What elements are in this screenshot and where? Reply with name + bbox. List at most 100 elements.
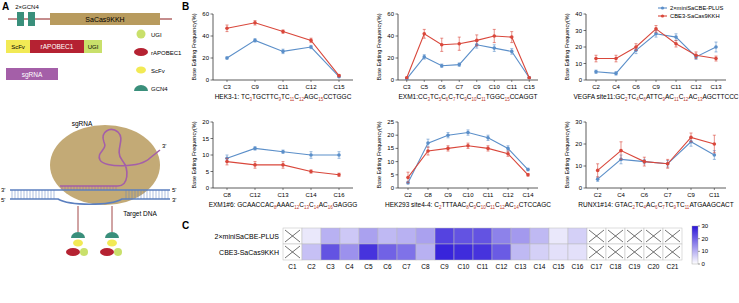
- x-tick: [696, 80, 697, 82]
- base-pair: [132, 190, 133, 199]
- line-chart: 05101520C8C12C13C14C16Base Editing Frequ…: [191, 119, 357, 210]
- x-axis: [586, 188, 726, 189]
- empty-cell: [644, 228, 663, 244]
- key-label: ScFv: [151, 68, 165, 74]
- x-tick-label: C6: [632, 84, 640, 90]
- sequence-text: HEK3-1: TC: [215, 93, 250, 100]
- y-tick-label: 40: [575, 11, 582, 17]
- base-pair: [39, 190, 40, 199]
- heat-cell: [397, 228, 416, 244]
- error-bar: [427, 139, 430, 147]
- ugi-label: UGI: [88, 44, 99, 50]
- empty-cell: [587, 244, 606, 260]
- empty-cell: [606, 244, 625, 260]
- error-bar: [423, 55, 426, 59]
- heat-cell: [416, 244, 435, 260]
- error-bar: [467, 143, 470, 148]
- sequence-text: AC: [665, 93, 674, 100]
- y-tick: [396, 148, 399, 149]
- y-tick-label: 20: [202, 119, 209, 125]
- y-tick-label: 40: [387, 33, 394, 39]
- line-chart: 0510152025C2C8C9C10C11C12C14Base Editing…: [376, 119, 551, 210]
- x-tick: [424, 80, 425, 82]
- heatmap: 2×miniSaCBE-PLUSCBE3-SaCas9KKHC1C2C3C4C5…: [215, 223, 709, 270]
- error-bar: [310, 152, 313, 159]
- marker: [643, 160, 647, 164]
- scfv-block: [6, 40, 30, 53]
- column-label: C8: [421, 263, 430, 270]
- error-bar: [620, 142, 623, 160]
- marker: [714, 57, 718, 61]
- column-label: C4: [345, 263, 354, 270]
- sequence-text: TC: [628, 93, 637, 100]
- error-bar: [310, 170, 313, 173]
- gcn4-icon: [71, 232, 85, 238]
- no-data-cross: [608, 246, 623, 258]
- series-line: [227, 162, 339, 175]
- y-tick: [211, 80, 214, 81]
- heat-cell: [435, 244, 454, 260]
- heat-cell: [492, 228, 511, 244]
- error-bar: [254, 21, 257, 25]
- line-chart: 0102030C2C4C6C7C9C11Base Editing Frequen…: [564, 119, 734, 210]
- heat-cell: [530, 244, 549, 260]
- x-tick: [488, 188, 489, 190]
- legend-label: CBE3-SaCas9KKH: [670, 13, 720, 19]
- y-tick-label: 10: [202, 152, 209, 158]
- error-bar: [282, 150, 285, 153]
- y-tick-label: 60: [202, 11, 209, 17]
- marker: [422, 32, 426, 36]
- x-tick-label: C12: [249, 192, 261, 198]
- empty-cell: [663, 244, 682, 260]
- sgrna-block: [6, 68, 58, 80]
- series-line: [598, 137, 715, 170]
- heat-cell: [378, 228, 397, 244]
- column-label: C21: [667, 263, 679, 270]
- y-tick: [584, 144, 587, 145]
- deaminase-icon: [66, 248, 80, 256]
- dna-strand: [10, 199, 170, 204]
- x-tick: [227, 80, 228, 82]
- base-pair: [48, 190, 49, 199]
- dna-end: 5': [1, 197, 5, 203]
- linker: [112, 206, 113, 232]
- y-tick: [396, 80, 399, 81]
- column-label: C11: [477, 263, 489, 270]
- base-pair: [141, 190, 142, 199]
- marker: [694, 53, 698, 57]
- no-data-cross: [608, 230, 623, 242]
- sequence-text: CTCCAGC: [519, 201, 551, 208]
- x-tick: [621, 188, 622, 190]
- marker: [457, 63, 461, 67]
- error-bar: [507, 146, 510, 151]
- y-tick: [211, 188, 214, 189]
- y-tick-label: 5: [206, 169, 210, 175]
- y-tick: [396, 174, 399, 175]
- empty-cell: [606, 228, 625, 244]
- key-icon: [134, 48, 148, 56]
- no-data-cross: [665, 246, 680, 258]
- marker: [475, 39, 479, 43]
- x-tick: [311, 80, 312, 82]
- sequence-text: TC: [281, 93, 290, 100]
- no-data-cross: [627, 246, 642, 258]
- figure: ABC2×GCN4SaCas9KKHScFvrAPOBEC1UGIsgRNAUG…: [0, 0, 739, 303]
- cas9-block: [50, 13, 160, 25]
- y-tick-label: 30: [575, 119, 582, 125]
- marker: [666, 162, 670, 166]
- column-label: C16: [572, 263, 584, 270]
- x-tick-label: C9: [473, 84, 481, 90]
- x-tick-label: C9: [444, 192, 452, 198]
- x-tick-label: C9: [652, 84, 660, 90]
- diagram: 2×GCN4SaCas9KKHScFvrAPOBEC1UGIsgRNAUGIrA…: [1, 4, 182, 256]
- x-tick-label: C13: [277, 192, 289, 198]
- heat-cell: [454, 228, 473, 244]
- marker: [281, 50, 285, 54]
- sequence-text: TC: [665, 201, 674, 208]
- deaminase-label: rAPOBEC1: [41, 43, 74, 50]
- marker: [714, 45, 718, 49]
- marker: [253, 163, 257, 167]
- x-tick-label: C9: [687, 192, 695, 198]
- y-tick: [584, 188, 587, 189]
- marker: [281, 150, 285, 154]
